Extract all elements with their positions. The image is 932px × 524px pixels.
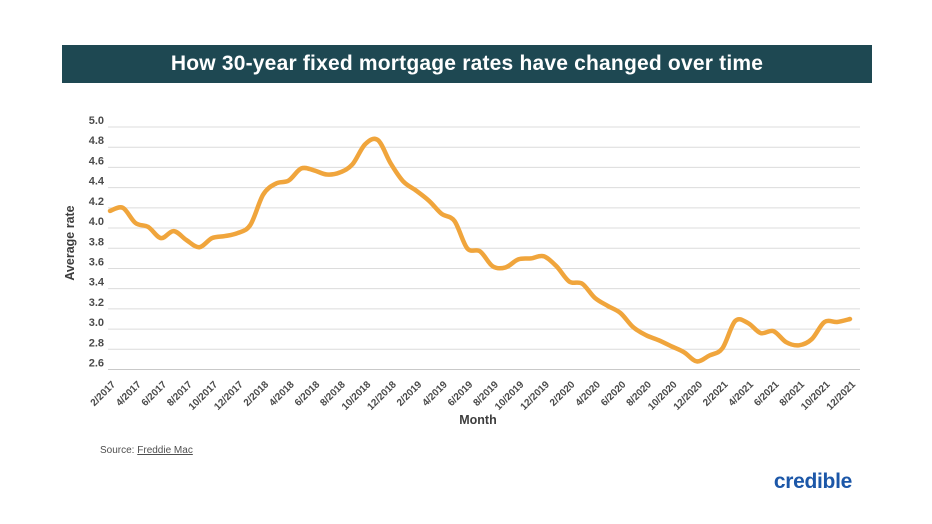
y-tick-label: 4.0 — [89, 216, 104, 228]
x-tick-label: 2/2017 — [89, 379, 119, 409]
x-tick-label: 12/2018 — [365, 379, 399, 413]
x-tick-label: 4/2018 — [267, 379, 297, 409]
x-tick-label: 2/2020 — [548, 379, 578, 409]
x-tick-label: 2/2019 — [395, 379, 425, 409]
y-tick-label: 2.8 — [89, 337, 104, 349]
x-tick-label: 4/2021 — [727, 379, 757, 409]
x-tick-label: 12/2021 — [825, 379, 859, 413]
chart-title: How 30-year fixed mortgage rates have ch… — [170, 52, 764, 75]
y-axis-tick-labels: 5.0 4.8 4.6 4.4 4.2 4.0 3.8 3.6 3.4 3.2 3.0 2.8 2.6 — [89, 115, 105, 370]
x-tick-label: 4/2019 — [420, 379, 450, 409]
y-tick-label: 5.0 — [89, 115, 104, 127]
x-tick-label: 6/2019 — [446, 379, 476, 409]
chart-title-banner: How 30-year fixed mortgage rates have ch… — [62, 45, 872, 83]
gridlines — [108, 126, 860, 370]
x-tick-label: 2/2021 — [701, 379, 731, 409]
x-tick-label: 6/2021 — [752, 379, 782, 409]
x-tick-label: 4/2017 — [114, 379, 144, 409]
y-tick-label: 3.6 — [89, 256, 104, 268]
y-tick-label: 4.8 — [89, 135, 104, 147]
x-tick-label: 4/2020 — [574, 379, 604, 409]
source-note: Source: Freddie Mac — [100, 445, 193, 456]
y-tick-label: 3.2 — [89, 297, 104, 309]
y-tick-label: 2.6 — [89, 358, 104, 370]
rate-line — [107, 136, 853, 364]
source-prefix: Source: — [100, 445, 135, 456]
y-tick-label: 4.2 — [89, 196, 104, 208]
y-tick-label: 3.0 — [89, 317, 104, 329]
y-tick-label: 3.4 — [89, 277, 105, 289]
rate-line-group — [107, 136, 853, 364]
y-tick-label: 4.4 — [89, 176, 105, 188]
y-tick-label: 3.8 — [89, 236, 104, 248]
x-tick-label: 12/2019 — [519, 379, 553, 413]
x-tick-label: 6/2020 — [599, 379, 629, 409]
source-link[interactable]: Freddie Mac — [137, 445, 193, 456]
x-tick-label: 6/2017 — [140, 379, 170, 409]
x-tick-label: 12/2017 — [212, 379, 246, 413]
x-tick-label: 6/2018 — [293, 379, 323, 409]
x-tick-label: 2/2018 — [242, 379, 272, 409]
credible-logo: credible — [773, 470, 852, 493]
x-tick-label: 12/2020 — [672, 379, 706, 413]
y-axis-title: Average rate — [63, 205, 77, 280]
x-axis-tick-labels: 2/20174/20176/20178/201710/201712/20172/… — [89, 379, 859, 413]
y-tick-label: 4.6 — [89, 155, 104, 167]
x-axis-title: Month — [459, 413, 496, 427]
